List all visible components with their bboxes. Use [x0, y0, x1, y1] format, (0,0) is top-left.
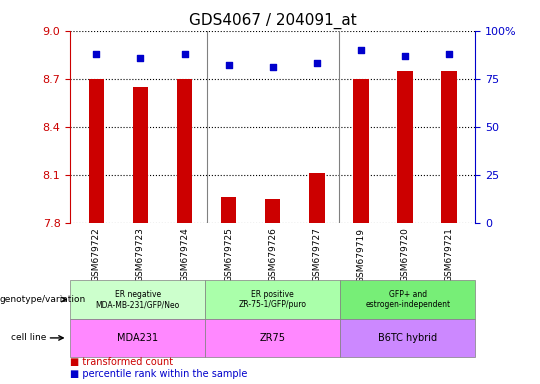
Text: ER positive
ZR-75-1/GFP/puro: ER positive ZR-75-1/GFP/puro: [239, 290, 307, 309]
Point: [92, 51, 100, 57]
Point: [136, 55, 145, 61]
Point: [313, 60, 321, 66]
Text: B6TC hybrid: B6TC hybrid: [378, 333, 437, 343]
Text: cell line: cell line: [11, 333, 46, 343]
Bar: [441, 71, 457, 223]
Text: ■ percentile rank within the sample: ■ percentile rank within the sample: [70, 369, 247, 379]
Bar: [89, 79, 104, 223]
Text: genotype/variation: genotype/variation: [0, 295, 86, 304]
Bar: [133, 87, 148, 223]
Text: ■ transformed count: ■ transformed count: [70, 357, 173, 367]
Bar: [397, 71, 413, 223]
Text: GFP+ and
estrogen-independent: GFP+ and estrogen-independent: [365, 290, 450, 309]
Point: [268, 64, 277, 70]
Title: GDS4067 / 204091_at: GDS4067 / 204091_at: [189, 13, 356, 29]
Bar: [177, 79, 192, 223]
Bar: [265, 199, 280, 223]
Point: [356, 47, 365, 53]
Bar: [221, 197, 237, 223]
Bar: [353, 79, 369, 223]
Point: [445, 51, 454, 57]
Bar: [309, 173, 325, 223]
Text: ER negative
MDA-MB-231/GFP/Neo: ER negative MDA-MB-231/GFP/Neo: [96, 290, 180, 309]
Text: MDA231: MDA231: [117, 333, 158, 343]
Point: [401, 53, 409, 59]
Point: [224, 62, 233, 68]
Point: [180, 51, 189, 57]
Text: ZR75: ZR75: [260, 333, 286, 343]
